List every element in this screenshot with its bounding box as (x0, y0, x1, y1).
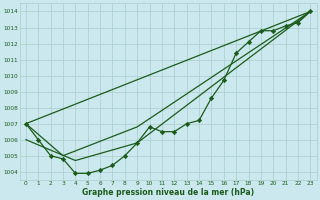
X-axis label: Graphe pression niveau de la mer (hPa): Graphe pression niveau de la mer (hPa) (82, 188, 254, 197)
